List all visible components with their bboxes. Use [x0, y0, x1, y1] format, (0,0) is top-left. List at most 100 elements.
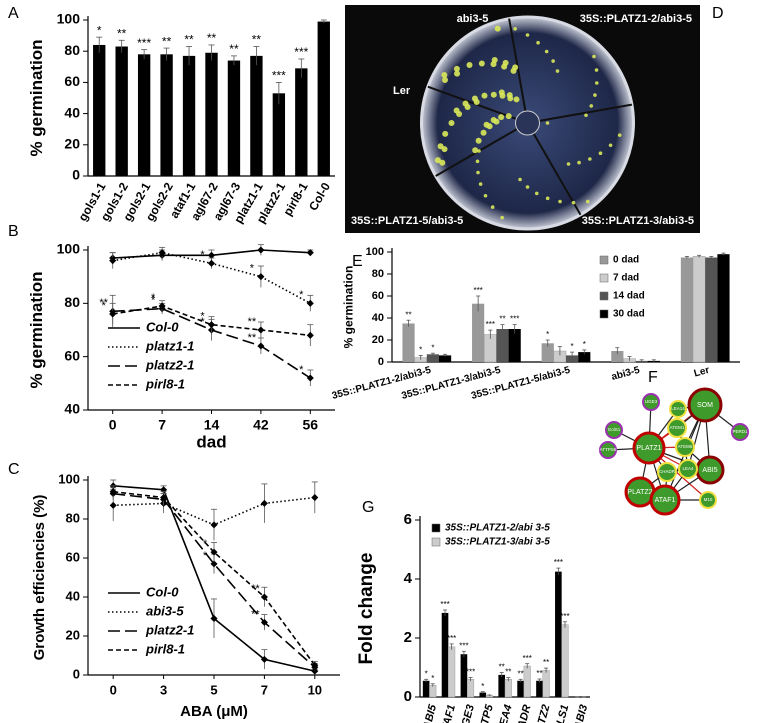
x-tick-label: ABI3 — [572, 703, 590, 723]
x-tick-label: 7 — [158, 417, 166, 433]
seedling — [588, 157, 592, 161]
seedling — [442, 130, 449, 137]
x-tick-label: 5 — [210, 682, 217, 697]
x-tick-label: ABI5 — [421, 703, 440, 723]
significance: * — [97, 23, 102, 37]
legend-label: abi3-5 — [146, 603, 184, 618]
significance: ** — [505, 668, 511, 677]
marker — [311, 661, 319, 669]
significance: ** — [184, 33, 194, 47]
marker — [306, 299, 314, 307]
photo-label: Ler — [393, 85, 411, 97]
seedling — [505, 113, 512, 120]
marker — [257, 273, 265, 281]
significance: *** — [510, 315, 519, 324]
node-label: PLATZ2 — [627, 489, 652, 496]
bar — [93, 44, 106, 177]
node-label: LEA14 — [671, 406, 685, 411]
seedling — [594, 81, 599, 85]
seedling — [486, 123, 493, 130]
marker — [160, 494, 168, 502]
bar — [517, 680, 524, 697]
photo-label: abi3-5 — [457, 13, 489, 25]
x-tick-label: TTP5 — [477, 703, 496, 723]
marker — [260, 499, 268, 507]
x-tick-label: LEA4 — [496, 703, 515, 723]
significance: *** — [473, 286, 482, 295]
bar — [479, 692, 487, 697]
significance: ** — [543, 658, 549, 667]
seedling — [478, 182, 483, 186]
y-axis-label: Fold change — [356, 553, 377, 665]
significance: * — [299, 289, 304, 301]
seedling — [434, 157, 441, 164]
legend-label: Col-0 — [146, 584, 179, 599]
bar — [205, 52, 218, 177]
significance: * — [299, 364, 304, 376]
seedling — [544, 49, 549, 54]
marker — [158, 249, 166, 257]
bar — [496, 329, 509, 362]
x-axis-label: dad — [196, 432, 226, 451]
seedling — [592, 54, 596, 59]
seedling — [617, 133, 622, 137]
y-tick-label: 100 — [57, 241, 81, 257]
significance: ** — [499, 663, 505, 672]
significance: ** — [207, 31, 217, 45]
marker — [109, 488, 117, 496]
marker — [306, 249, 314, 257]
significance: *** — [294, 45, 308, 59]
seedling — [448, 120, 455, 126]
significance: * — [425, 669, 428, 678]
y-tick-label: 80 — [372, 268, 384, 280]
node-label: LEA4 — [682, 466, 694, 471]
seedling — [545, 196, 550, 201]
y-axis-label: Growth efficiencies (%) — [31, 495, 48, 661]
seedling — [478, 60, 485, 67]
network-node — [699, 491, 717, 509]
marker — [257, 246, 265, 254]
seedling — [608, 143, 613, 148]
marker — [207, 259, 216, 267]
marker — [260, 593, 268, 601]
significance: * — [546, 330, 549, 339]
legend-swatch — [431, 523, 441, 533]
y-axis-label: % germination — [27, 39, 46, 156]
y-tick-label: 0 — [73, 666, 80, 681]
seedling — [476, 170, 480, 175]
seedling — [598, 151, 603, 156]
bar — [460, 654, 468, 697]
y-tick-label: 40 — [66, 588, 80, 603]
bar — [429, 684, 437, 698]
node-label: SOM — [697, 402, 713, 409]
panel-label: E — [352, 253, 363, 270]
bar — [438, 355, 452, 362]
network-node — [675, 437, 695, 457]
x-tick-label: GOLS1 — [550, 703, 571, 723]
y-tick-label: 40 — [64, 401, 80, 417]
marker — [109, 310, 117, 318]
seedling — [545, 121, 550, 125]
bar — [541, 343, 554, 362]
significance: * — [203, 538, 208, 550]
significance: * — [151, 292, 156, 304]
node-label: ATTPS6 — [600, 447, 617, 452]
bar — [448, 646, 456, 698]
significance: ** — [405, 310, 411, 319]
y-tick-label: 2 — [404, 629, 412, 646]
seedling — [473, 98, 480, 105]
significance: ** — [248, 316, 257, 328]
bar — [705, 257, 718, 362]
seedling — [577, 160, 581, 165]
x-tick-label: 7 — [261, 682, 268, 697]
seedling — [534, 191, 539, 196]
bar — [115, 46, 128, 176]
photo-label: 35S::PLATZ1-5/abi3-5 — [351, 215, 463, 227]
network-node — [649, 484, 681, 516]
significance: *** — [440, 600, 449, 609]
seedling — [571, 200, 576, 205]
significance: ** — [499, 315, 505, 324]
legend-label: platz2-1 — [145, 622, 194, 637]
y-tick-label: 100 — [58, 471, 80, 486]
